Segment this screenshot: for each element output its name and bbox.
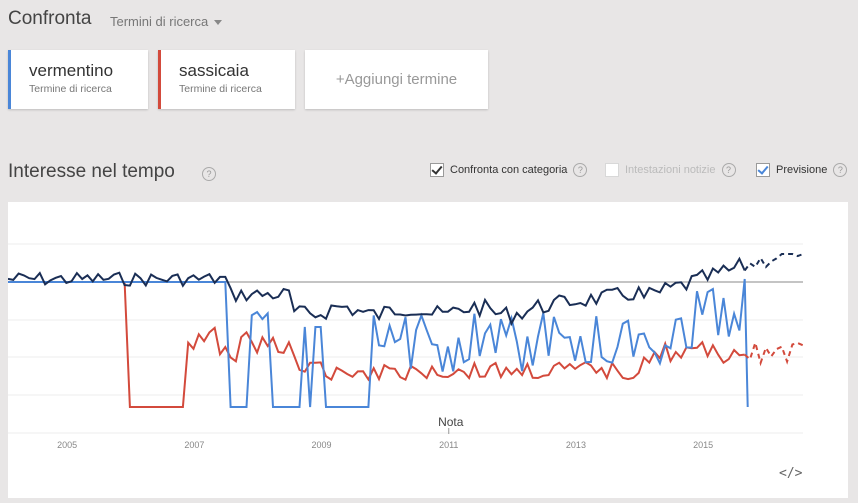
x-tick-label: 2009 (312, 440, 332, 450)
search-terms-menu[interactable]: Termini di ricerca (110, 14, 223, 29)
annotation-label: Nota (438, 415, 464, 429)
embed-code-icon[interactable]: </> (779, 466, 803, 481)
checkbox-forecast[interactable] (756, 163, 770, 177)
help-icon[interactable]: ? (573, 163, 588, 177)
x-tick-label: 2007 (184, 440, 204, 450)
series-line-sassicaia (8, 281, 745, 408)
option-news-headlines: Intestazioni notizie ? (605, 163, 736, 177)
section-title: Interesse nel tempo (8, 161, 175, 182)
term-name: sassicaia (179, 61, 249, 80)
x-tick-label: 2015 (693, 440, 713, 450)
option-label: Intestazioni notizie (625, 164, 716, 176)
term-name: vermentino (29, 61, 114, 80)
x-tick-label: 2011 (439, 440, 458, 450)
caret-down-icon (214, 20, 223, 25)
interest-over-time-chart: 2005 2007 2009 2011 2013 2015 Nota (8, 202, 848, 498)
option-label: Confronta con categoria (450, 164, 568, 176)
term-card-sassicaia[interactable]: sassicaia Termine di ricerca (158, 50, 295, 109)
help-icon[interactable]: ? (833, 163, 848, 177)
add-term-button[interactable]: +Aggiungi termine (305, 50, 488, 109)
x-tick-label: 2013 (566, 440, 586, 450)
page-title: Confronta (8, 8, 92, 29)
term-subtitle: Termine di ricerca (29, 83, 112, 95)
help-icon[interactable]: ? (721, 163, 736, 177)
forecast-line-sassicaia (744, 339, 804, 367)
term-card-vermentino[interactable]: vermentino Termine di ricerca (8, 50, 148, 109)
option-forecast[interactable]: Previsione ? (756, 163, 848, 177)
chart-svg: 2005 2007 2009 2011 2013 2015 Nota (8, 243, 804, 450)
option-compare-category[interactable]: Confronta con categoria ? (430, 163, 588, 177)
option-label: Previsione (776, 164, 828, 176)
series-line-category (8, 256, 746, 327)
term-subtitle: Termine di ricerca (179, 83, 262, 95)
search-terms-menu-label: Termini di ricerca (110, 14, 209, 29)
checkbox-compare-category[interactable] (430, 163, 444, 177)
help-icon[interactable]: ? (202, 167, 216, 181)
checkbox-news-headlines (605, 163, 619, 177)
forecast-line-category (743, 253, 804, 272)
x-tick-label: 2005 (57, 440, 77, 450)
series-line-vermentino (8, 278, 749, 408)
